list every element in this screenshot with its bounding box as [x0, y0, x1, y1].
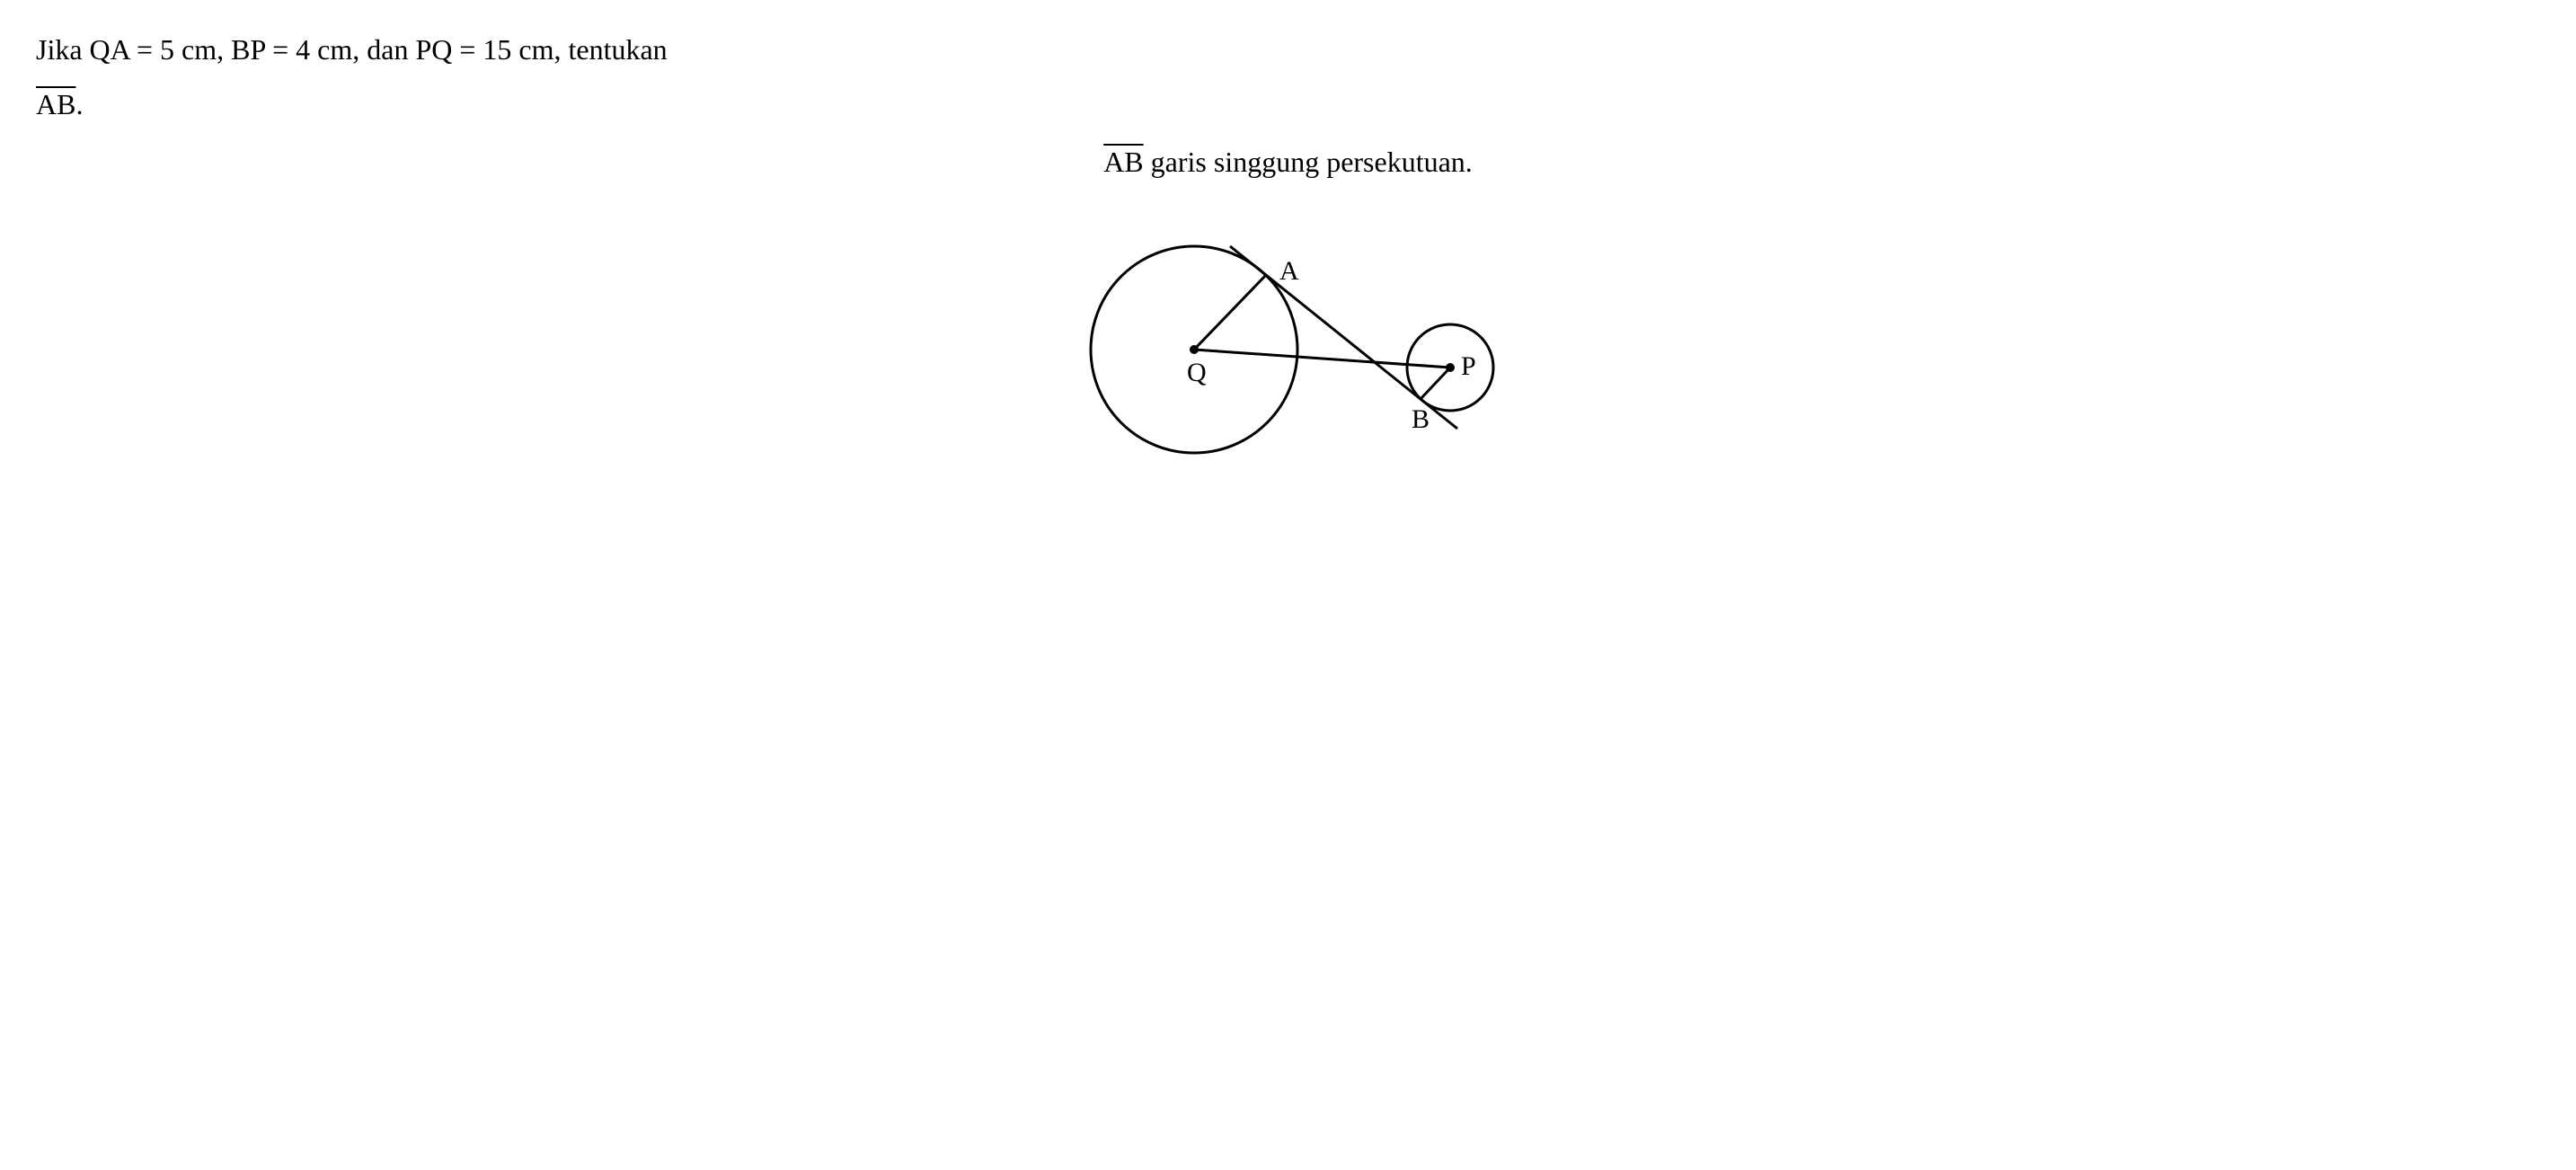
diagram-container: Q P A B	[36, 192, 2540, 480]
svg-text:B: B	[1412, 404, 1430, 434]
segment-ab-symbol: AB	[36, 88, 75, 120]
problem-line2: AB.	[36, 82, 2540, 128]
svg-text:P: P	[1461, 351, 1476, 381]
problem-dot: .	[75, 88, 83, 120]
caption-ab-symbol: AB	[1103, 146, 1143, 178]
problem-line1: Jika QA = 5 cm, BP = 4 cm, dan PQ = 15 c…	[36, 33, 668, 66]
svg-text:A: A	[1279, 256, 1299, 286]
diagram-caption: AB garis singgung persekutuan.	[36, 146, 2540, 179]
caption-rest: garis singgung persekutuan.	[1144, 146, 1473, 178]
problem-statement: Jika QA = 5 cm, BP = 4 cm, dan PQ = 15 c…	[36, 27, 2540, 73]
svg-text:Q: Q	[1187, 358, 1207, 387]
tangent-circles-diagram: Q P A B	[1037, 192, 1540, 480]
